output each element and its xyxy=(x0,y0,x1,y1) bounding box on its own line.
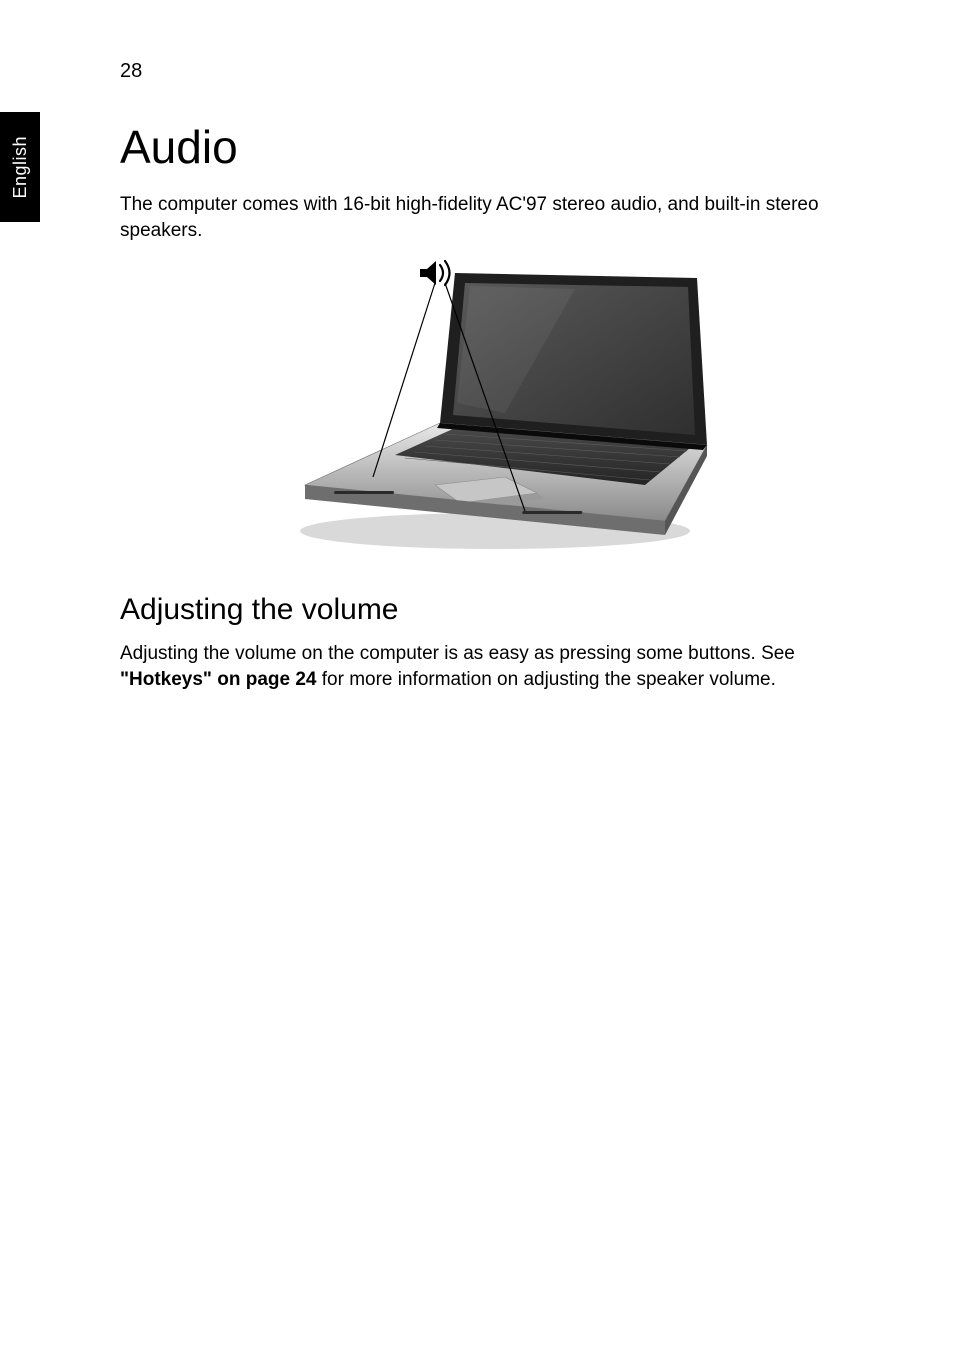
laptop-figure xyxy=(120,253,840,563)
hotkeys-crossref: "Hotkeys" on page 24 xyxy=(120,669,316,690)
language-tab-label: English xyxy=(10,136,31,199)
language-tab: English xyxy=(0,112,40,222)
page-content: Audio The computer comes with 16-bit hig… xyxy=(120,120,840,701)
laptop-illustration xyxy=(245,253,715,563)
document-page: 28 English Audio The computer comes with… xyxy=(0,0,954,1369)
volume-paragraph: Adjusting the volume on the computer is … xyxy=(120,641,840,692)
heading-audio: Audio xyxy=(120,120,840,174)
volume-paragraph-text2: for more information on adjusting the sp… xyxy=(316,669,775,690)
heading-adjusting-volume: Adjusting the volume xyxy=(120,593,840,627)
speaker-icon xyxy=(420,261,450,285)
page-number: 28 xyxy=(120,60,142,83)
volume-paragraph-text1: Adjusting the volume on the computer is … xyxy=(120,643,795,664)
intro-paragraph: The computer comes with 16-bit high-fide… xyxy=(120,192,840,243)
